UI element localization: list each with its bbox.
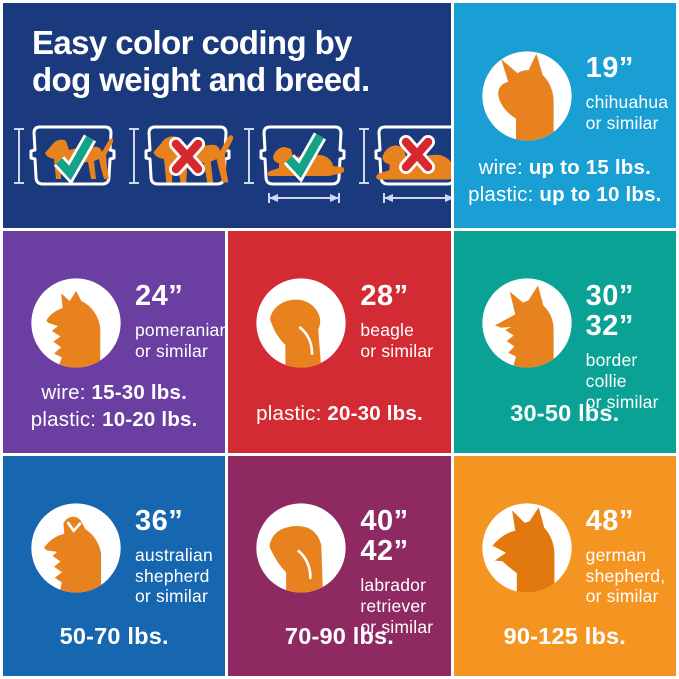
width-measure-icon [268,193,340,203]
breed-label: labrador retriever or similar [360,575,434,637]
title-line-1: Easy color coding by [32,24,353,61]
panel-australian-shepherd: 36” australian shepherd or similar 50-70… [3,456,226,676]
breed-label: australian shepherd or similar [135,545,213,607]
height-measure-icon [14,128,24,184]
crate-size-label-2: 42” [360,535,409,568]
crate-size-label-2: 32” [585,310,634,343]
crate-size-label: 36” [135,505,184,537]
crate-size-label: 30” [585,280,634,312]
labrador-retriever-icon [254,501,348,595]
crate-icon [259,125,346,186]
weight-range: wire: 15-30 lbs. plastic: 10-20 lbs. [30,380,198,431]
lying-dog-fits-crate-icon [243,123,350,208]
title-line-2: dog weight and breed. [32,60,370,98]
height-measure-icon [129,128,139,184]
collar-line [297,549,313,580]
standing-dog-fits-crate-icon [13,123,120,208]
pomeranian-icon [29,276,123,370]
page-title: Easy color coding by dog weight and bree… [32,24,370,99]
height-measure-icon [359,128,369,184]
weight-range: 70-90 lbs. [284,622,395,649]
crate-icon [374,125,451,186]
breed-label: beagle or similar [360,320,434,361]
crate-size-label: 19” [585,52,634,84]
breed-label: border collie or similar [585,350,659,412]
crate-icon [144,125,231,186]
x-icon [399,135,435,174]
weight-range: 50-70 lbs. [59,622,169,649]
crate-size-label: 48” [585,505,634,537]
border-collie-icon [480,276,574,370]
breed-label: german shepherd, or similar [585,545,666,607]
lying-dog-too-big-icon [358,123,451,208]
crate-size-label: 28” [360,280,409,312]
width-measure-icon [383,193,451,203]
weight-range: 90-125 lbs. [503,622,627,649]
check-icon [53,134,97,185]
panel-labrador-retriever: 40” 42” labrador retriever or similar 70… [228,456,451,676]
crate-size-label: 24” [135,280,184,312]
panel-german-shepherd: 48” german shepherd, or similar 90-125 l… [453,456,676,676]
weight-range: 30-50 lbs. [510,399,620,426]
chihuahua-icon [480,49,574,143]
panel-chihuahua: 19” chihuahua or similar wire: up to 15 … [453,3,676,228]
x-icon [169,137,205,176]
weight-range: wire: up to 15 lbs. plastic: up to 10 lb… [468,155,662,206]
collar-line [299,326,314,355]
australian-shepherd-icon [29,501,123,595]
check-icon [283,132,327,183]
panel-pomeranian: 24” pomeranian or similar wire: 15-30 lb… [3,231,226,453]
crate-size-label: 40” [360,505,409,537]
panel-border-collie: 30” 32” border collie or similar 30-50 l… [453,231,676,453]
header-panel: Easy color coding by dog weight and bree… [3,3,451,228]
crate-icon [29,125,116,186]
german-shepherd-icon [480,501,574,595]
beagle-icon [254,276,348,370]
crate-fit-legend [13,123,451,208]
weight-range: plastic: 20-30 lbs. [256,401,423,425]
panel-beagle: 28” beagle or similar plastic: 20-30 lbs… [228,231,451,453]
breed-label: chihuahua or similar [585,92,669,133]
breed-label: pomeranian or similar [135,320,226,361]
standing-dog-too-big-icon [128,123,235,208]
ear-line [66,521,82,533]
height-measure-icon [244,128,254,184]
